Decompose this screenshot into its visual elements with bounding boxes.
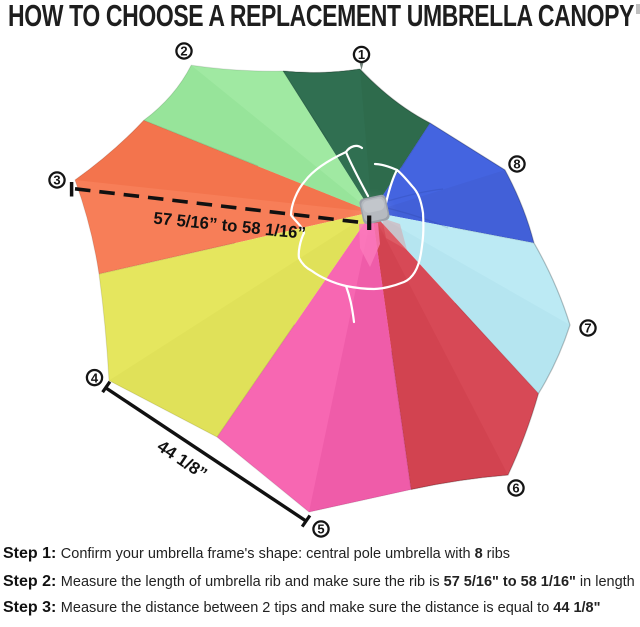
svg-text:3: 3: [53, 173, 60, 188]
svg-text:44 1/8”: 44 1/8”: [154, 437, 211, 484]
svg-text:8: 8: [513, 157, 520, 172]
svg-text:6: 6: [512, 481, 519, 496]
svg-text:7: 7: [584, 321, 591, 336]
svg-text:2: 2: [180, 44, 187, 59]
svg-text:5: 5: [317, 522, 324, 537]
svg-text:1: 1: [358, 47, 365, 62]
svg-text:4: 4: [91, 370, 99, 385]
